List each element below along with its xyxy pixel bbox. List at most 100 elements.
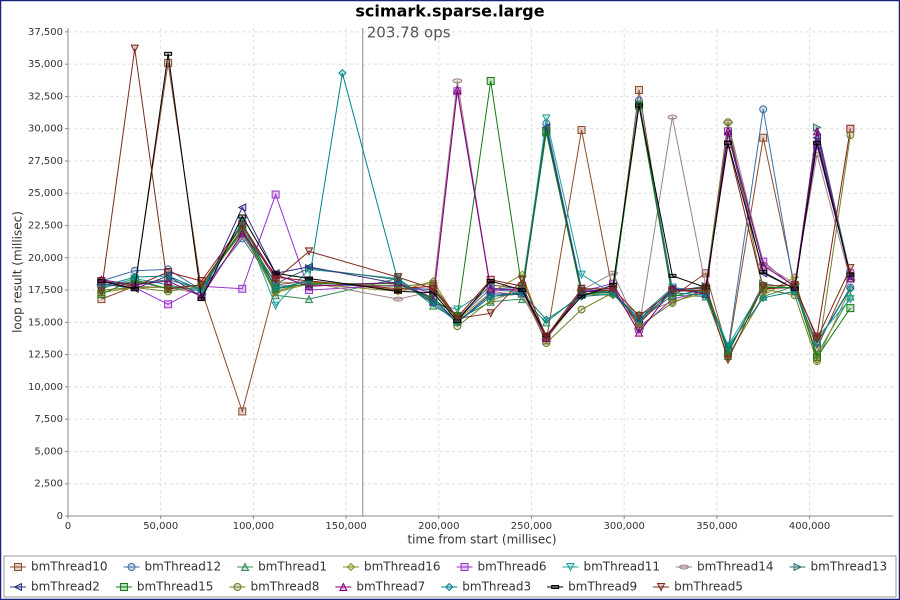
marker [542,332,551,342]
marker [846,283,855,292]
marker [724,140,732,145]
marker [486,284,496,293]
marker [97,287,106,296]
marker [428,284,438,294]
marker [130,44,140,54]
x-axis-label: time from start (millisec) [407,533,556,547]
marker [846,131,855,140]
marker [453,85,462,94]
y-tick-label: 35,000 [28,59,63,70]
marker [304,294,314,304]
marker [577,270,586,280]
legend-marker [233,583,242,591]
legend-marker [460,563,469,571]
legend-marker [339,582,348,591]
marker [164,58,173,67]
marker [724,118,732,127]
marker [812,140,821,145]
legend-label: bmThread12 [145,560,222,574]
legend-label: bmThread16 [364,560,441,574]
y-tick-label: 37,500 [28,27,63,38]
legend-label: bmThread8 [250,580,319,594]
marker [668,273,677,278]
marker [635,103,644,108]
marker [238,407,247,416]
marker [668,287,677,296]
marker [271,271,280,276]
marker [271,275,280,285]
y-tick-label: 5,000 [34,446,63,457]
y-tick-label: 30,000 [28,124,63,135]
legend-marker [14,563,22,571]
y-tick-label: 17,500 [28,285,63,296]
marker [429,298,438,308]
marker [846,124,855,133]
marker [452,78,463,84]
series-line [101,53,851,337]
annotation: 203.78 ops [367,24,451,42]
marker [542,114,551,123]
marker [759,293,768,303]
marker [338,68,347,78]
y-tick-label: 7,500 [34,414,63,425]
marker [846,304,855,313]
marker [130,286,139,291]
marker [394,289,402,294]
marker [238,284,247,293]
x-tick-label: 50,000 [143,521,178,532]
marker [635,85,644,94]
legend-marker [445,582,454,592]
y-tick-label: 25,000 [28,188,63,199]
y-tick-label: 0 [57,511,63,522]
marker [393,296,403,302]
marker [812,126,822,136]
x-tick-label: 350,000 [696,521,737,532]
legend-label: bmThread13 [811,560,888,574]
marker [701,269,710,278]
marker [577,294,586,299]
x-tick-label: 300,000 [604,521,645,532]
marker [667,114,678,120]
marker [758,282,768,291]
marker [577,125,586,134]
marker [634,311,644,321]
marker [723,126,733,136]
legend-label: bmThread14 [697,560,774,574]
y-tick-label: 20,000 [28,253,63,264]
legend-label: bmThread10 [31,560,108,574]
marker [163,276,173,286]
marker [238,214,247,219]
legend-marker [119,583,128,591]
marker [723,342,733,352]
legend-label: bmThread9 [568,580,637,594]
marker [486,309,496,318]
x-tick-label: 200,000 [418,521,459,532]
marker [163,284,173,294]
legend-label: bmThread5 [674,580,743,594]
marker [759,270,768,274]
marker [542,333,551,342]
marker [486,76,495,85]
y-tick-label: 2,500 [34,479,63,490]
marker [197,280,206,290]
marker [846,264,855,273]
legend-label: bmThread7 [356,580,425,594]
y-tick-label: 10,000 [28,382,63,393]
legend-marker [793,562,803,572]
chart-title: scimark.sparse.large [355,2,544,21]
marker [759,105,768,114]
x-tick-label: 400,000 [789,521,830,532]
marker [164,300,173,309]
legend-label: bmThread3 [462,580,531,594]
legend-marker [656,583,666,592]
marker [518,288,527,293]
series-line [101,73,851,348]
series-line [100,48,851,362]
marker [271,190,280,199]
marker [97,279,106,284]
marker [130,275,139,284]
marker [304,281,314,291]
marker [197,297,206,302]
legend-marker [13,582,22,592]
marker [668,298,677,307]
